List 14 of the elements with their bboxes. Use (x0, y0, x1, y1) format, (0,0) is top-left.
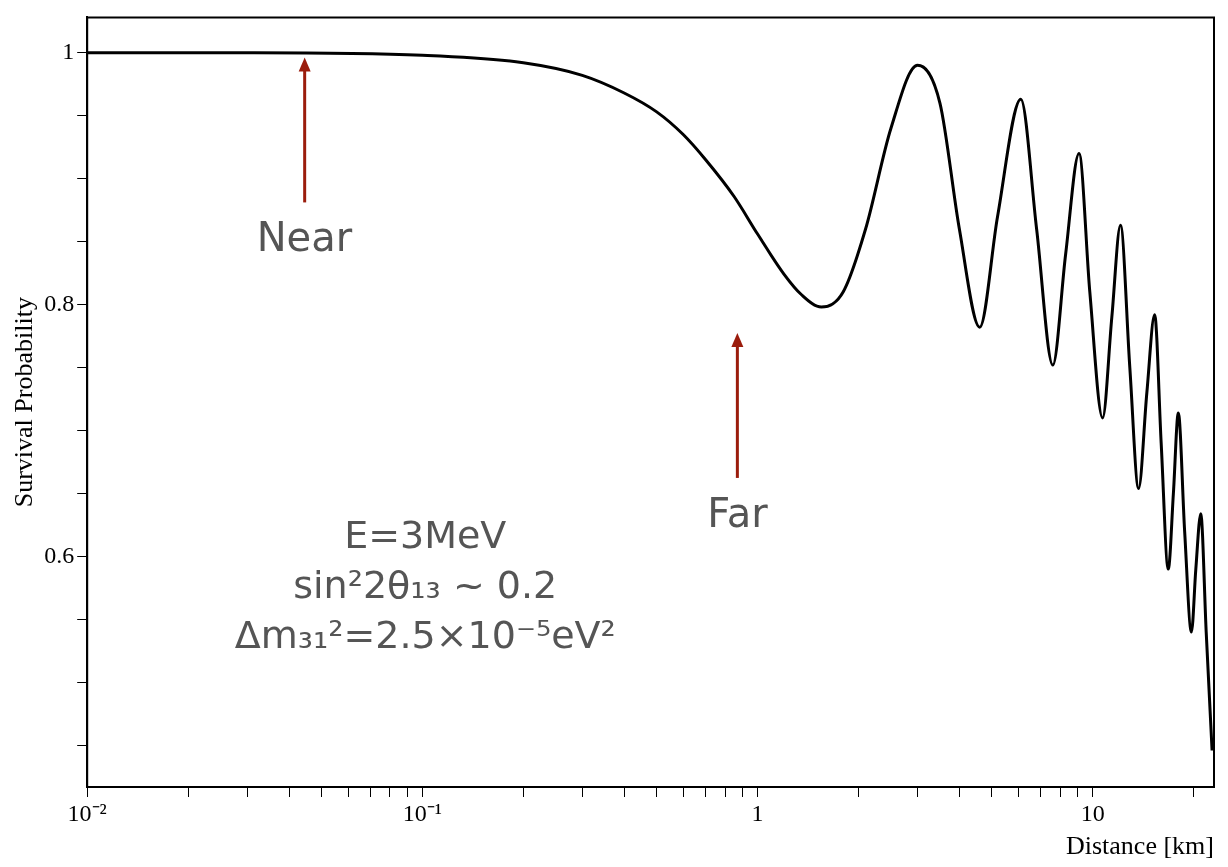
x-tick-label: 10⁻¹ (402, 799, 442, 826)
annotation: Near (256, 214, 353, 261)
y-tick-label: 0.6 (44, 541, 75, 568)
annotation: sin²2θ₁₃ ~ 0.2 (292, 561, 559, 609)
x-axis-title: Distance [km] (1065, 831, 1214, 861)
x-tick-label: 10 (1080, 799, 1105, 826)
annotation: E=3MeV (343, 511, 508, 559)
annotation: Δm₃₁²=2.5×10⁻⁵eV² (234, 611, 616, 659)
annotation: Far (707, 489, 768, 536)
x-tick-label: 1 (751, 799, 764, 826)
y-tick-label: 1 (62, 37, 75, 64)
y-axis-title: Survival Probability (9, 297, 39, 508)
y-tick-label: 0.8 (44, 289, 75, 316)
x-tick-label: 10⁻² (67, 799, 107, 826)
